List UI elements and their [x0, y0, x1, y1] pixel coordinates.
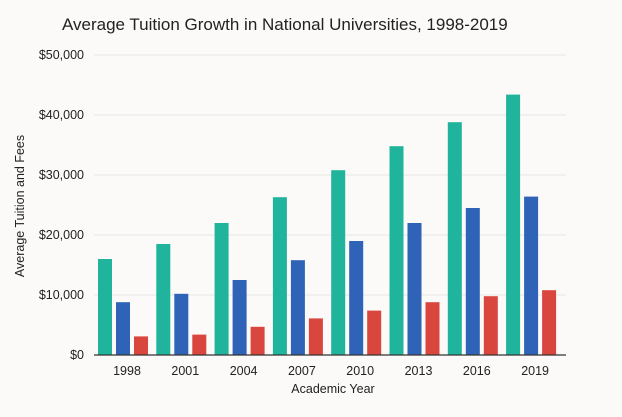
bar-series-1-2001 [156, 244, 171, 355]
x-tick-label: 2004 [230, 364, 258, 378]
x-tick-label: 2007 [288, 364, 316, 378]
bar-series-3-2007 [308, 318, 323, 355]
y-tick-label: $10,000 [39, 288, 84, 302]
x-axis-label: Academic Year [291, 382, 374, 396]
bar-series-2-2016 [465, 208, 480, 355]
y-tick-label: $50,000 [39, 48, 84, 62]
bar-series-3-1998 [134, 336, 148, 355]
x-tick-label: 1998 [113, 364, 141, 378]
bar-series-1-2004 [214, 223, 229, 355]
bar-series-1-2016 [447, 122, 462, 355]
bar-series-3-2013 [425, 302, 440, 355]
bar-series-1-2013 [389, 146, 404, 355]
x-tick-label: 2001 [171, 364, 199, 378]
y-tick-label: $30,000 [39, 168, 84, 182]
bar-series-2-2010 [349, 241, 364, 355]
bar-series-1-2019 [506, 94, 521, 355]
bar-series-3-2019 [542, 290, 557, 355]
bar-series-3-2010 [367, 310, 382, 355]
y-tick-label: $0 [70, 348, 84, 362]
bar-series-2-2001 [174, 293, 189, 355]
bar-series-2-2013 [407, 223, 422, 355]
bar-series-3-2001 [192, 334, 207, 355]
chart-title: Average Tuition Growth in National Unive… [62, 15, 508, 34]
gridlines [94, 54, 566, 296]
y-axis-label: Average Tuition and Fees [13, 135, 27, 277]
x-tick-label: 2019 [521, 364, 549, 378]
y-tick-label: $20,000 [39, 228, 84, 242]
x-tick-labels: 1998 2001 2004 2007 2010 2013 2016 2019 [113, 364, 549, 378]
bar-series-2-1998 [116, 302, 130, 355]
x-tick-label: 2016 [463, 364, 491, 378]
bar-series-2-2007 [290, 260, 305, 355]
bar-series-2-2004 [232, 280, 247, 355]
y-tick-label: $40,000 [39, 108, 84, 122]
bar-series-1-2007 [272, 197, 287, 355]
bar-series-3-2004 [250, 326, 265, 355]
bar-series-1-2010 [331, 170, 346, 355]
bars [98, 94, 557, 355]
x-tick-label: 2013 [405, 364, 433, 378]
bar-series-2-2019 [524, 196, 539, 355]
bar-series-1-1998 [98, 259, 112, 355]
x-tick-label: 2010 [346, 364, 374, 378]
bar-series-3-2016 [483, 296, 498, 355]
y-tick-labels: $0 $10,000 $20,000 $30,000 $40,000 $50,000 [39, 48, 84, 362]
